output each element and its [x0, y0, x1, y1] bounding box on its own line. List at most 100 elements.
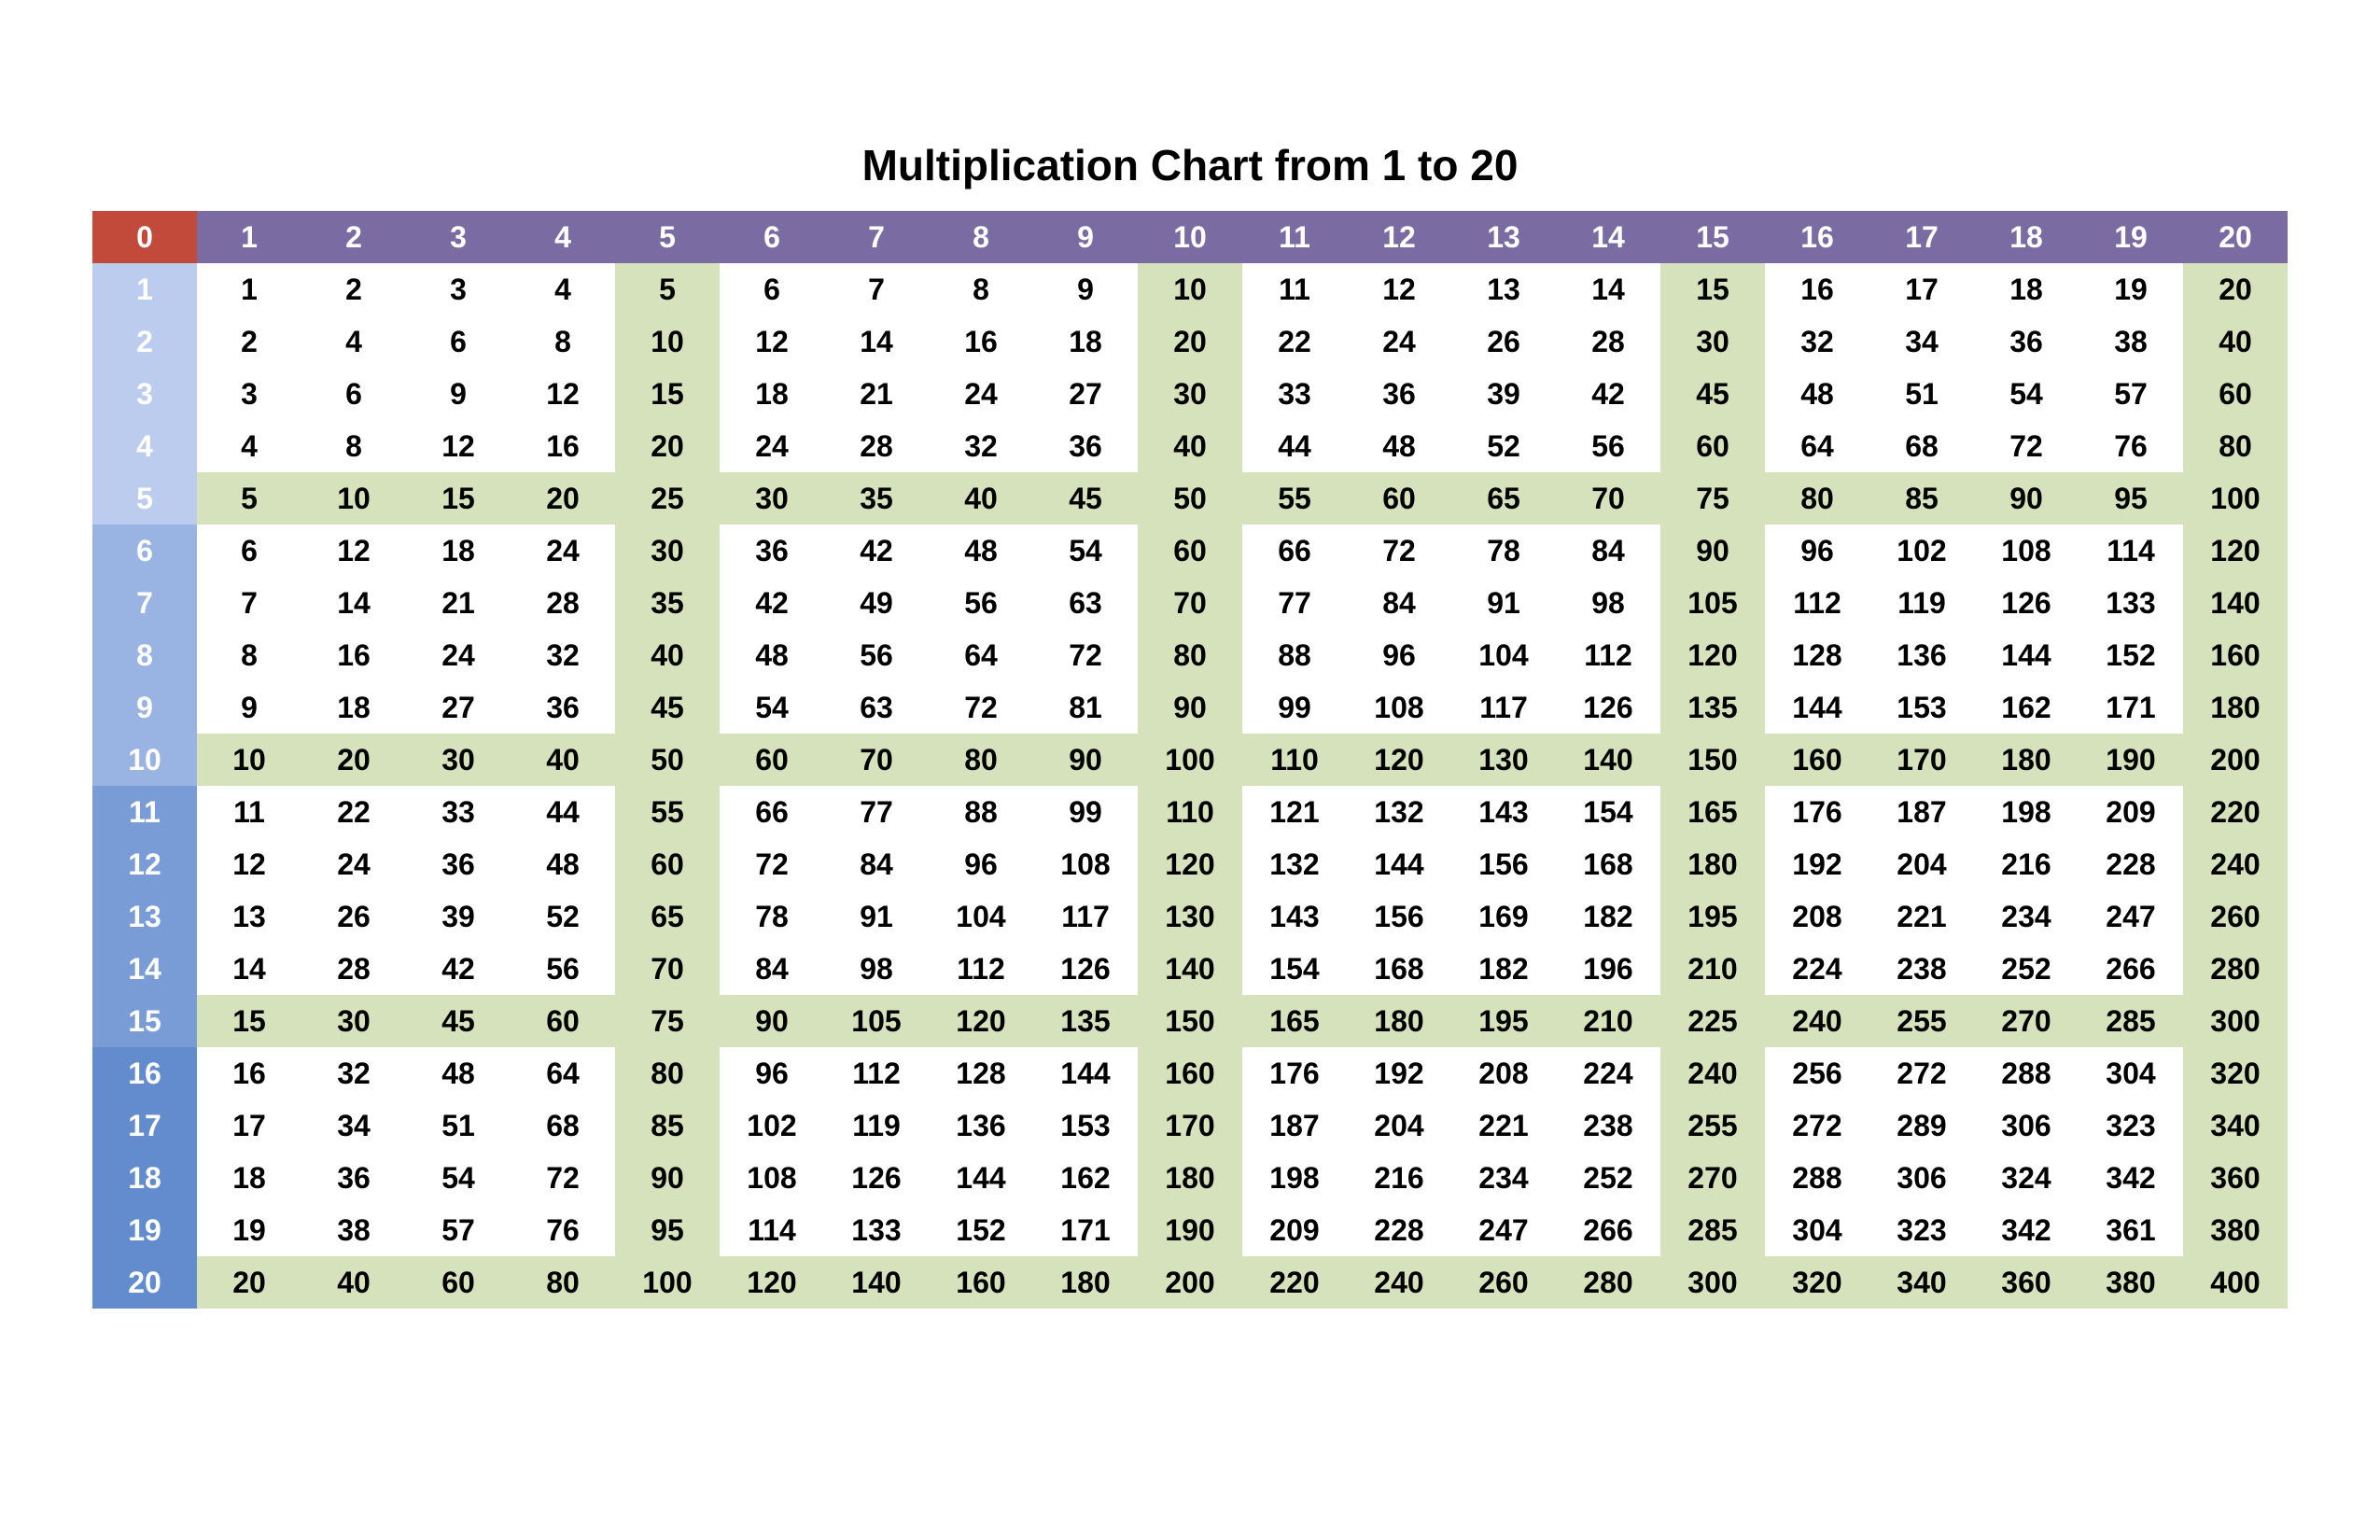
col-header: 7 [824, 211, 929, 263]
cell: 10 [197, 734, 301, 786]
cell: 104 [1451, 629, 1556, 681]
cell: 247 [1451, 1204, 1556, 1256]
cell: 323 [2079, 1099, 2183, 1152]
cell: 30 [615, 525, 720, 577]
cell: 60 [1347, 472, 1451, 525]
cell: 144 [1765, 681, 1869, 734]
cell: 380 [2079, 1256, 2183, 1309]
cell: 324 [1974, 1152, 2079, 1204]
cell: 120 [1660, 629, 1765, 681]
col-header: 2 [301, 211, 406, 263]
cell: 180 [1347, 995, 1451, 1047]
cell: 33 [406, 786, 511, 838]
cell: 30 [1138, 368, 1242, 420]
cell: 234 [1974, 890, 2079, 943]
cell: 95 [2079, 472, 2183, 525]
cell: 126 [1033, 943, 1138, 995]
cell: 255 [1869, 995, 1974, 1047]
cell: 143 [1451, 786, 1556, 838]
cell: 270 [1660, 1152, 1765, 1204]
cell: 252 [1556, 1152, 1660, 1204]
cell: 50 [615, 734, 720, 786]
cell: 190 [2079, 734, 2183, 786]
cell: 228 [2079, 838, 2183, 890]
cell: 19 [2079, 263, 2183, 315]
cell: 192 [1765, 838, 1869, 890]
cell: 80 [615, 1047, 720, 1099]
cell: 98 [1556, 577, 1660, 629]
cell: 198 [1242, 1152, 1347, 1204]
cell: 180 [1974, 734, 2079, 786]
col-header: 8 [929, 211, 1033, 263]
cell: 28 [824, 420, 929, 472]
cell: 180 [2183, 681, 2288, 734]
cell: 224 [1556, 1047, 1660, 1099]
cell: 240 [1660, 1047, 1765, 1099]
cell: 81 [1033, 681, 1138, 734]
cell: 400 [2183, 1256, 2288, 1309]
cell: 72 [720, 838, 824, 890]
cell: 150 [1138, 995, 1242, 1047]
cell: 98 [824, 943, 929, 995]
cell: 120 [1347, 734, 1451, 786]
cell: 108 [720, 1152, 824, 1204]
cell: 76 [2079, 420, 2183, 472]
cell: 340 [2183, 1099, 2288, 1152]
cell: 16 [301, 629, 406, 681]
cell: 11 [1242, 263, 1347, 315]
cell: 17 [197, 1099, 301, 1152]
cell: 68 [1869, 420, 1974, 472]
cell: 128 [1765, 629, 1869, 681]
cell: 26 [1451, 315, 1556, 368]
cell: 36 [301, 1152, 406, 1204]
cell: 195 [1451, 995, 1556, 1047]
cell: 10 [301, 472, 406, 525]
cell: 7 [197, 577, 301, 629]
cell: 99 [1242, 681, 1347, 734]
cell: 168 [1347, 943, 1451, 995]
cell: 120 [2183, 525, 2288, 577]
cell: 38 [301, 1204, 406, 1256]
cell: 100 [615, 1256, 720, 1309]
cell: 320 [2183, 1047, 2288, 1099]
cell: 208 [1765, 890, 1869, 943]
cell: 42 [1556, 368, 1660, 420]
col-header: 13 [1451, 211, 1556, 263]
cell: 27 [1033, 368, 1138, 420]
cell: 182 [1451, 943, 1556, 995]
cell: 200 [2183, 734, 2288, 786]
cell: 120 [720, 1256, 824, 1309]
cell: 85 [615, 1099, 720, 1152]
cell: 44 [1242, 420, 1347, 472]
cell: 84 [720, 943, 824, 995]
cell: 102 [720, 1099, 824, 1152]
cell: 114 [2079, 525, 2183, 577]
cell: 187 [1242, 1099, 1347, 1152]
cell: 121 [1242, 786, 1347, 838]
cell: 30 [720, 472, 824, 525]
cell: 90 [1974, 472, 2079, 525]
cell: 306 [1869, 1152, 1974, 1204]
cell: 20 [301, 734, 406, 786]
cell: 88 [1242, 629, 1347, 681]
cell: 285 [2079, 995, 2183, 1047]
cell: 70 [1138, 577, 1242, 629]
cell: 234 [1451, 1152, 1556, 1204]
cell: 20 [615, 420, 720, 472]
cell: 6 [406, 315, 511, 368]
cell: 90 [720, 995, 824, 1047]
cell: 26 [301, 890, 406, 943]
cell: 135 [1660, 681, 1765, 734]
cell: 5 [197, 472, 301, 525]
cell: 150 [1660, 734, 1765, 786]
cell: 133 [824, 1204, 929, 1256]
cell: 96 [1765, 525, 1869, 577]
cell: 48 [511, 838, 615, 890]
cell: 30 [301, 995, 406, 1047]
row-header: 4 [92, 420, 197, 472]
cell: 288 [1765, 1152, 1869, 1204]
cell: 16 [511, 420, 615, 472]
cell: 32 [301, 1047, 406, 1099]
cell: 25 [615, 472, 720, 525]
cell: 44 [511, 786, 615, 838]
